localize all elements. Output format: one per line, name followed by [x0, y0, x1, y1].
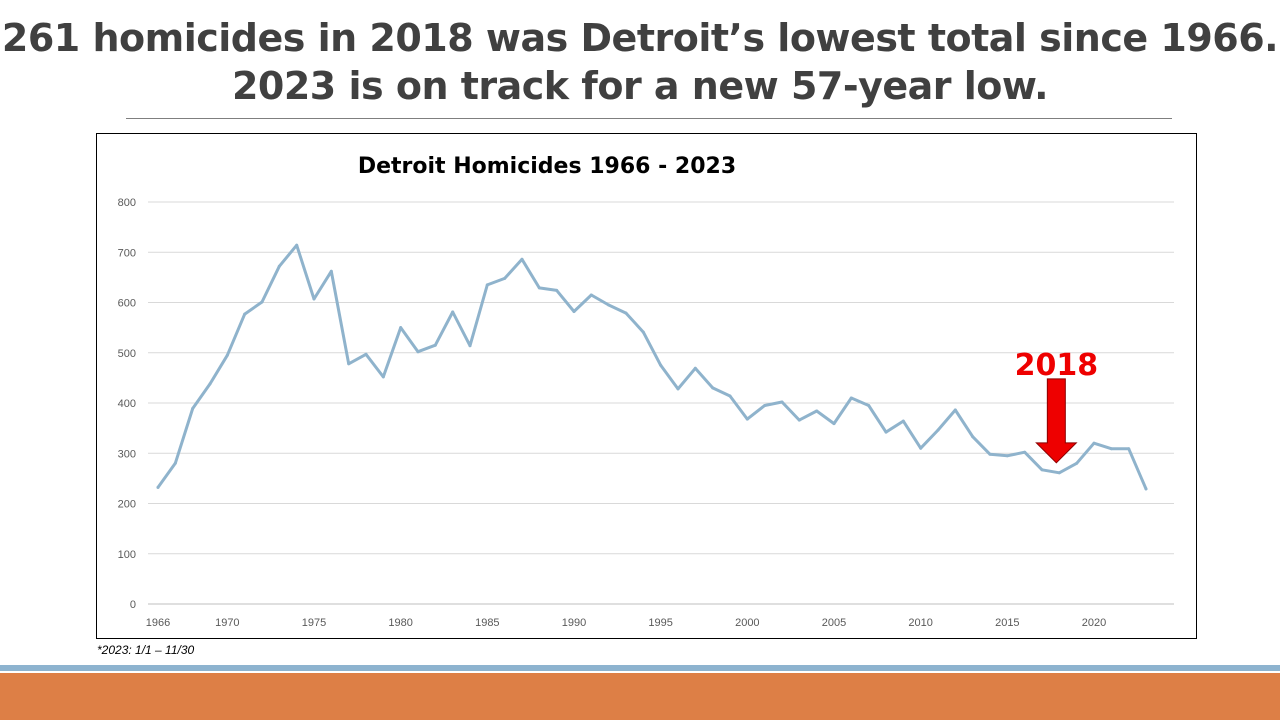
- x-tick-label: 1975: [302, 617, 326, 629]
- y-tick-label: 200: [118, 499, 136, 511]
- data-point-1976: [329, 269, 333, 273]
- data-point-1995: [659, 363, 663, 367]
- annotation-2018: 2018: [1015, 348, 1099, 464]
- line-chart: Detroit Homicides 1966 - 2023 0 100 200 300…: [118, 154, 1174, 629]
- data-point-1999: [728, 394, 732, 398]
- data-point-1994: [641, 330, 645, 334]
- data-point-1998: [711, 386, 715, 390]
- data-point-1988: [537, 286, 541, 290]
- slide-title: 261 homicides in 2018 was Detroit’s lowe…: [0, 14, 1280, 110]
- series-line-detroit-homicides: [156, 243, 1148, 491]
- data-point-1977: [347, 362, 351, 366]
- data-point-2013: [971, 435, 975, 439]
- footer-stripe-blue: [0, 665, 1280, 671]
- x-tick-label: 2005: [822, 617, 846, 629]
- data-point-2006: [849, 396, 853, 400]
- x-tick-label: 1980: [388, 617, 412, 629]
- title-divider: [126, 118, 1172, 119]
- data-point-1989: [555, 288, 559, 292]
- x-tick-label: 2010: [908, 617, 932, 629]
- data-point-1991: [589, 293, 593, 297]
- data-point-2017: [1040, 468, 1044, 472]
- chart-frame: Detroit Homicides 1966 - 2023 0 100 200 300…: [96, 133, 1197, 639]
- x-tick-label: 1990: [562, 617, 586, 629]
- data-point-2018: [1057, 471, 1061, 475]
- data-point-1984: [468, 344, 472, 348]
- data-point-2016: [1023, 450, 1027, 454]
- data-point-2001: [763, 404, 767, 407]
- data-point-2021: [1109, 447, 1113, 451]
- down-arrow-icon: [1035, 378, 1078, 464]
- data-point-1978: [364, 352, 368, 356]
- data-point-2007: [867, 404, 871, 407]
- x-tick-label: 1966: [146, 617, 170, 629]
- data-points: [156, 243, 1148, 491]
- y-tick-label: 100: [118, 549, 136, 561]
- chart-title: Detroit Homicides 1966 - 2023: [358, 154, 736, 179]
- data-point-1981: [416, 350, 420, 354]
- data-point-1997: [693, 366, 697, 370]
- x-tick-label: 1985: [475, 617, 499, 629]
- y-tick-label: 400: [118, 398, 136, 410]
- data-point-1987: [520, 257, 524, 261]
- x-tick-label: 1995: [648, 617, 672, 629]
- y-tick-label: 700: [118, 247, 136, 259]
- data-point-2002: [780, 400, 784, 404]
- data-point-2003: [797, 418, 801, 422]
- data-point-1973: [277, 264, 281, 268]
- data-point-1966: [156, 485, 160, 489]
- data-point-2015: [1005, 454, 1009, 458]
- y-axis-ticks: 0 100 200 300 400 500 600 700 800: [118, 197, 136, 611]
- y-tick-label: 0: [130, 599, 136, 611]
- data-point-1992: [607, 303, 611, 307]
- data-point-2019: [1075, 461, 1079, 465]
- data-point-1972: [260, 300, 264, 304]
- data-point-1986: [503, 276, 507, 280]
- data-point-1967: [173, 461, 177, 465]
- data-point-1979: [381, 375, 385, 379]
- data-point-1990: [572, 310, 576, 313]
- data-point-1993: [624, 311, 628, 315]
- x-axis-ticks: 1966 1970 1975 1980 1985 1990 1995 2000 2005 2010…: [146, 617, 1106, 629]
- data-point-2009: [901, 419, 905, 423]
- data-point-2012: [953, 408, 957, 412]
- y-tick-label: 300: [118, 448, 136, 460]
- data-point-2014: [988, 452, 992, 456]
- y-tick-label: 800: [118, 197, 136, 209]
- data-point-2008: [884, 430, 888, 434]
- x-tick-label: 2000: [735, 617, 759, 629]
- data-point-2022: [1127, 447, 1131, 451]
- data-point-1996: [676, 387, 680, 391]
- data-point-1983: [451, 310, 455, 314]
- x-tick-label: 1970: [215, 617, 239, 629]
- footer-band-orange: [0, 673, 1280, 720]
- data-point-2000: [745, 417, 749, 421]
- data-point-1982: [433, 343, 437, 347]
- data-point-2020: [1092, 441, 1096, 445]
- data-point-1980: [399, 326, 403, 330]
- data-point-2010: [919, 446, 923, 450]
- data-point-2005: [832, 422, 836, 426]
- slide-title-line-1: 261 homicides in 2018 was Detroit’s lowe…: [1, 16, 1279, 60]
- data-point-1975: [312, 297, 316, 301]
- data-point-1971: [243, 312, 247, 316]
- y-tick-label: 500: [118, 348, 136, 360]
- data-point-2011: [936, 428, 940, 432]
- data-point-2023: [1144, 487, 1148, 491]
- data-point-1985: [485, 283, 489, 287]
- data-point-1968: [191, 407, 195, 410]
- data-point-1970: [225, 353, 229, 357]
- gridlines: [148, 201, 1174, 605]
- annotation-label: 2018: [1015, 348, 1099, 383]
- data-point-1969: [208, 382, 212, 386]
- x-tick-label: 2015: [995, 617, 1019, 629]
- slide-title-line-2: 2023 is on track for a new 57-year low.: [231, 64, 1049, 108]
- data-point-2004: [815, 409, 819, 413]
- x-tick-label: 2020: [1082, 617, 1106, 629]
- y-tick-label: 600: [118, 298, 136, 310]
- footnote: *2023: 1/1 – 11/30: [97, 643, 195, 657]
- data-point-1974: [295, 243, 299, 247]
